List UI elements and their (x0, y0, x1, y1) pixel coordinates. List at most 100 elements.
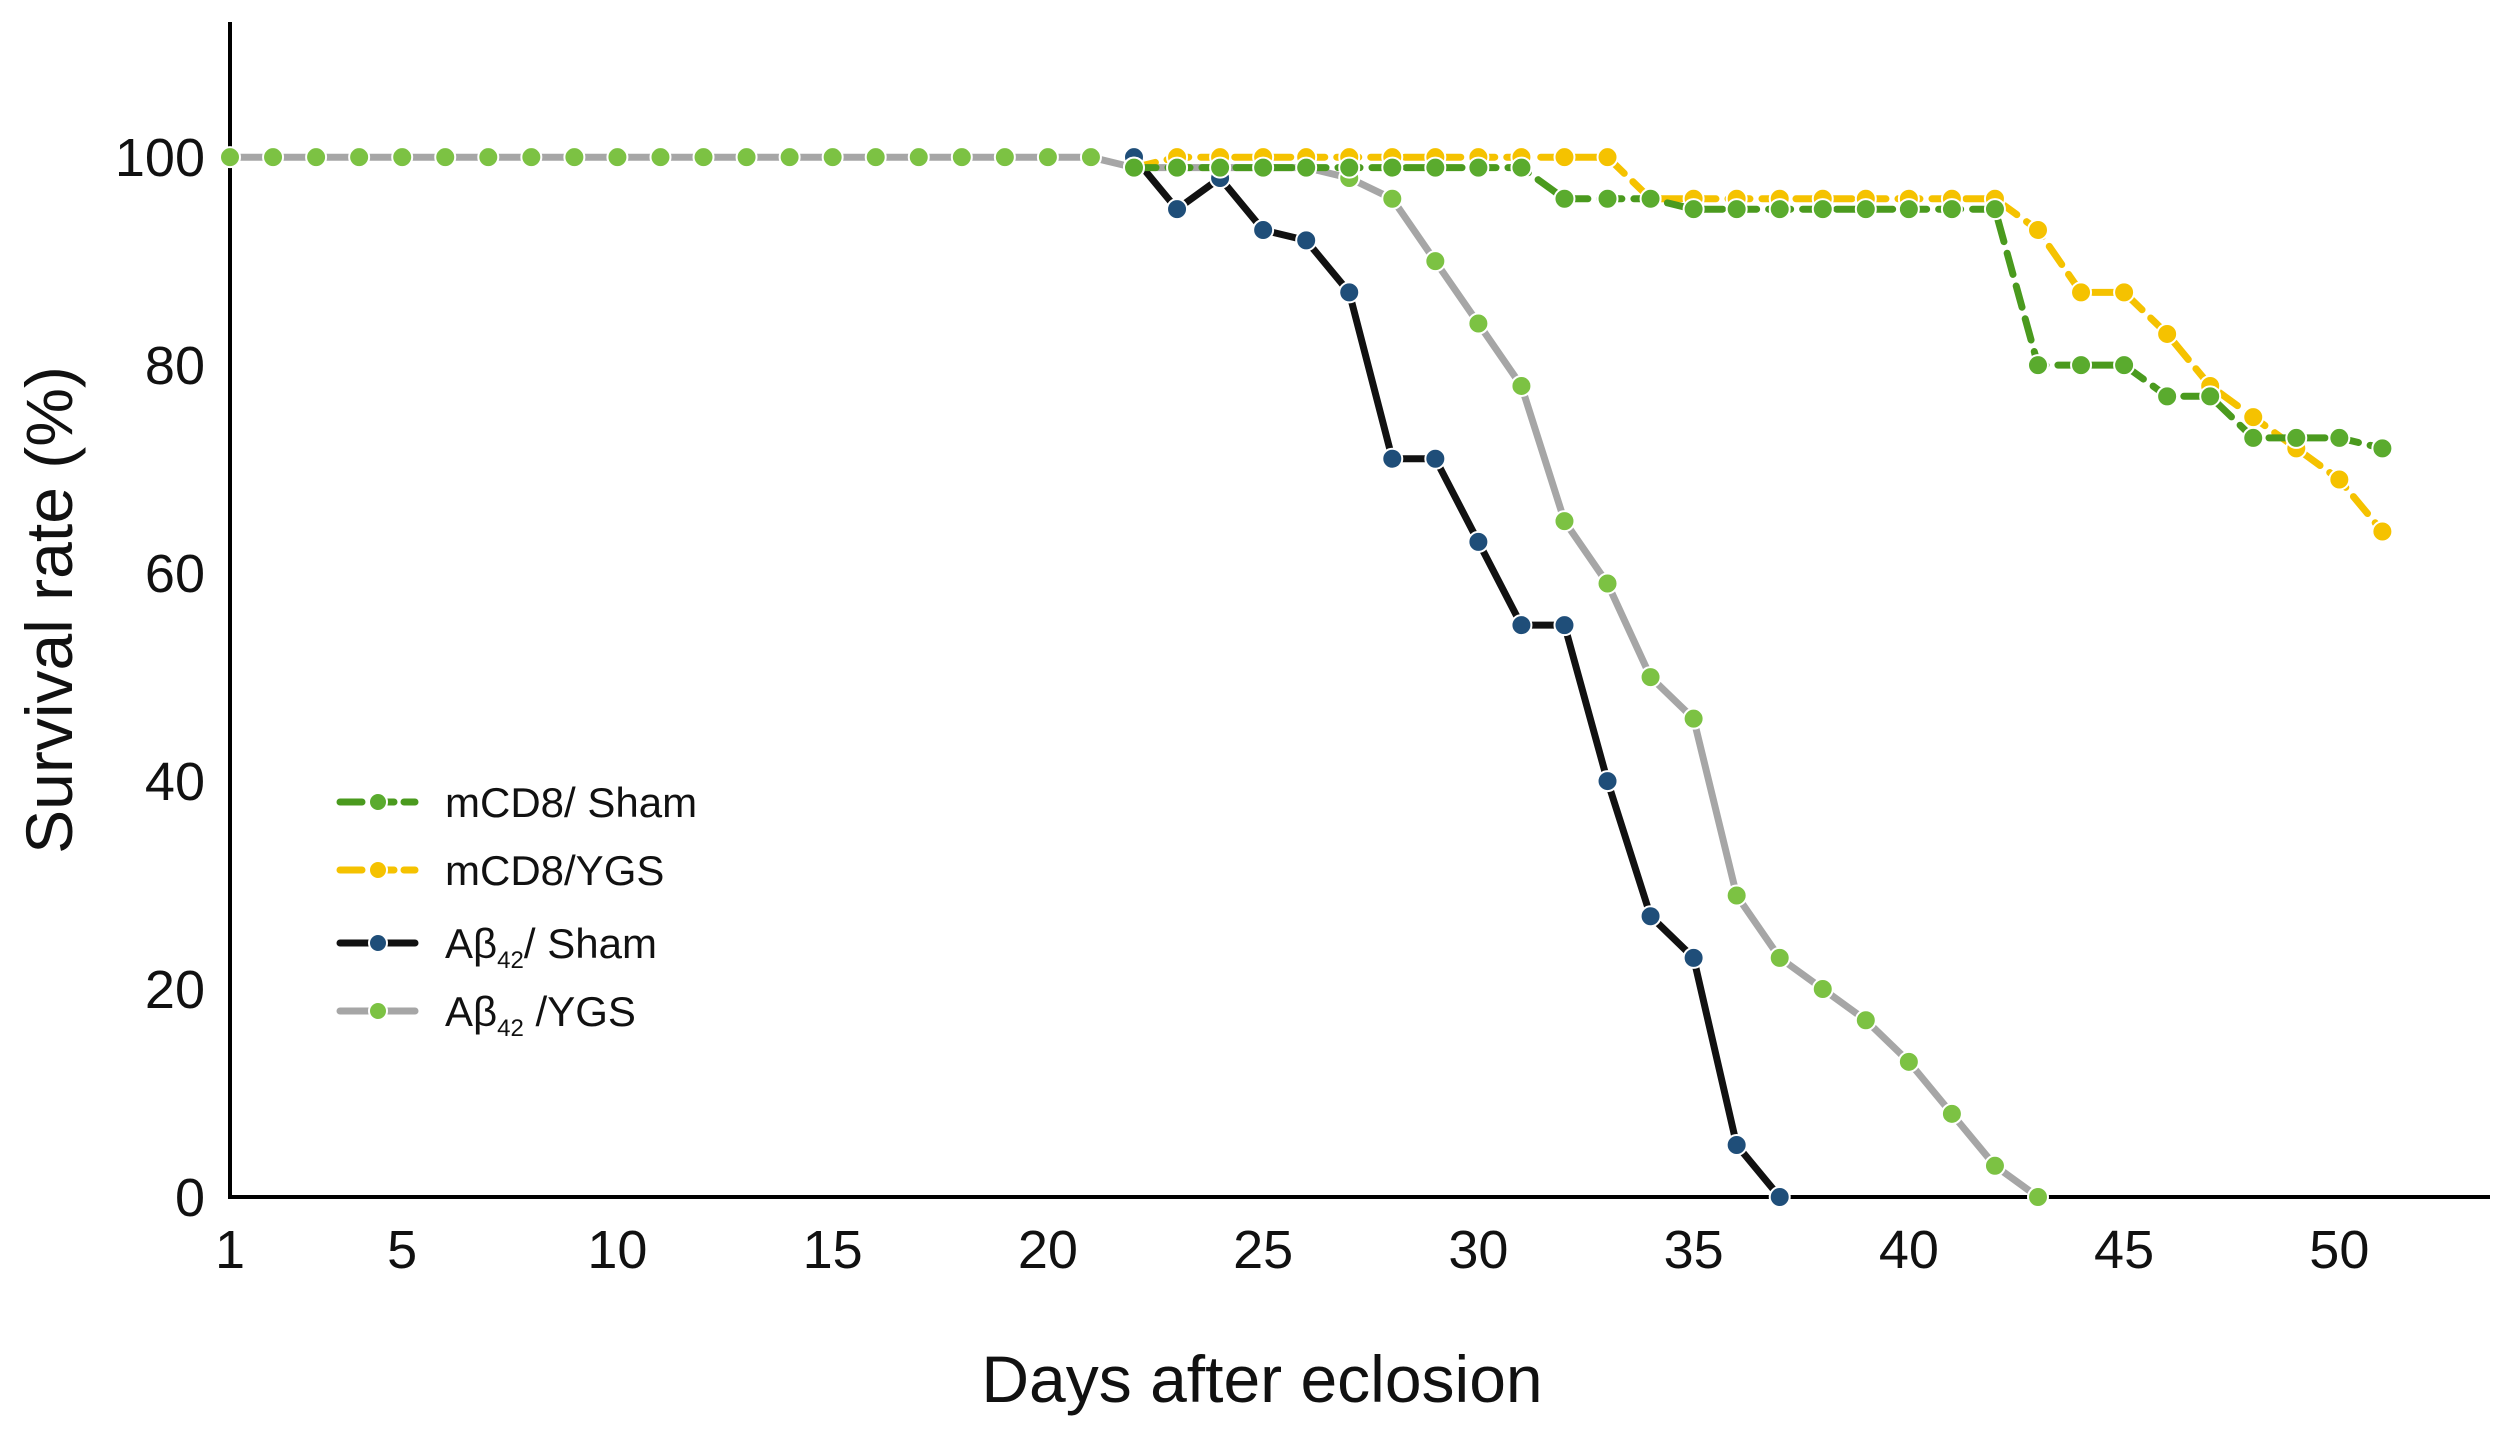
data-point (1166, 198, 1189, 221)
legend-swatch-marker (368, 792, 388, 812)
data-point (520, 146, 543, 169)
data-point (563, 146, 586, 169)
data-point (2156, 385, 2179, 408)
y-tick-label: 20 (145, 960, 205, 1020)
data-point (2113, 281, 2136, 304)
data-point (2199, 385, 2222, 408)
legend-label: mCD8/YGS (445, 847, 664, 894)
legend-label: mCD8/ Sham (445, 779, 697, 826)
data-point (1596, 572, 1619, 595)
data-point (1768, 1186, 1791, 1208)
series-0 (1123, 156, 2394, 460)
data-point (477, 146, 500, 169)
legend-label-tail: /YGS (524, 988, 636, 1035)
data-point (1940, 1102, 1963, 1125)
legend-swatch-marker (368, 933, 388, 953)
data-point (1209, 156, 1232, 179)
data-point (1036, 146, 1059, 169)
data-point (993, 146, 1016, 169)
data-point (1811, 198, 1834, 221)
y-tick-label: 0 (175, 1168, 205, 1228)
data-point (1596, 187, 1619, 210)
x-tick-label: 5 (387, 1220, 417, 1280)
data-point (1811, 978, 1834, 1001)
data-point (2371, 520, 2394, 543)
data-point (1725, 1134, 1748, 1157)
data-point (1381, 447, 1404, 470)
data-point (2027, 1186, 2049, 1208)
data-point (1553, 146, 1576, 169)
data-point (1166, 156, 1189, 179)
legend-swatch-marker (368, 1001, 388, 1021)
data-point (1768, 198, 1791, 221)
data-point (1553, 614, 1576, 637)
data-point (1682, 198, 1705, 221)
data-point (1854, 198, 1877, 221)
data-point (735, 146, 758, 169)
data-point (1424, 250, 1447, 273)
x-tick-label: 20 (1018, 1220, 1078, 1280)
x-axis-title: Days after eclosion (981, 1342, 1542, 1416)
data-point (1897, 198, 1920, 221)
legend-swatch-marker (368, 860, 388, 880)
legend-label-main: mCD8 (445, 779, 564, 826)
data-point (1338, 156, 1361, 179)
data-point (2371, 437, 2394, 460)
data-point (1510, 156, 1533, 179)
y-axis-title: Survival rate (%) (12, 366, 86, 854)
data-point (1295, 229, 1318, 252)
data-point (1725, 198, 1748, 221)
data-point (1252, 156, 1275, 179)
legend-label-main: Aβ (445, 920, 497, 967)
x-tick-label: 10 (587, 1220, 647, 1280)
legend-label-tail: / Sham (564, 779, 697, 826)
data-point (1639, 187, 1662, 210)
data-point (1510, 614, 1533, 637)
data-point (1768, 946, 1791, 969)
data-point (1424, 447, 1447, 470)
y-tick-label: 100 (115, 128, 205, 188)
series-line (1130, 153, 2386, 535)
data-point (778, 146, 801, 169)
axes (228, 22, 2490, 1199)
legend-label-subscript: 42 (497, 947, 524, 974)
data-point (1854, 1009, 1877, 1032)
data-point (1725, 884, 1748, 907)
data-point (2027, 354, 2049, 377)
data-point (907, 146, 930, 169)
legend-item: Aβ42 /YGS (336, 988, 636, 1042)
legend-label-tail: / Sham (524, 920, 657, 967)
legend-label-main: Aβ (445, 988, 497, 1035)
y-tick-labels: 0 20 40 60 80 100 (115, 128, 205, 1228)
data-point (1682, 946, 1705, 969)
data-point (1079, 146, 1102, 169)
data-point (606, 146, 629, 169)
series-3 (219, 146, 2049, 1208)
data-point (1553, 187, 1576, 210)
data-point (1467, 530, 1490, 553)
x-tick-label: 50 (2309, 1220, 2369, 1280)
data-point (649, 146, 672, 169)
data-point (2027, 218, 2049, 241)
data-point (950, 146, 973, 169)
legend-label-subscript: 42 (497, 1015, 524, 1042)
data-point (1252, 218, 1275, 241)
data-point (2328, 468, 2351, 491)
data-point (1897, 1050, 1920, 1073)
data-point (305, 146, 328, 169)
x-tick-label: 15 (803, 1220, 863, 1280)
data-point (2242, 426, 2265, 449)
legend-item: mCD8/YGS (336, 847, 664, 894)
series-2 (1123, 146, 1791, 1208)
data-point (864, 146, 887, 169)
data-point (1553, 510, 1576, 533)
data-point (1596, 146, 1619, 169)
data-point (1940, 198, 1963, 221)
data-point (1338, 281, 1361, 304)
data-point (1596, 770, 1619, 793)
data-point (1467, 312, 1490, 335)
legend-label-main: mCD8 (445, 847, 564, 894)
series-line (1130, 153, 1784, 1201)
